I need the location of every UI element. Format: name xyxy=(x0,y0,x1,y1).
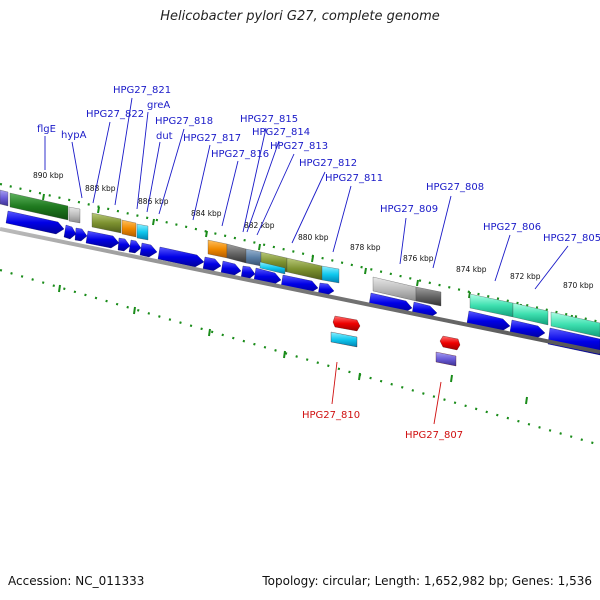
gene-block[interactable] xyxy=(321,265,340,284)
gene-block[interactable] xyxy=(512,302,549,326)
gene-label[interactable]: HPG27_810 xyxy=(302,410,360,421)
gene-label[interactable]: hypA xyxy=(61,130,87,141)
forward-gene-labels: flgE hypA HPG27_822 HPG27_821 greA dut H… xyxy=(37,85,600,244)
genome-summary-text: Topology: circular; Length: 1,652,982 bp… xyxy=(262,574,592,588)
gene-label[interactable]: HPG27_816 xyxy=(211,149,269,160)
gene-arrow[interactable] xyxy=(128,239,142,254)
map-title: Helicobacter pylori G27, complete genome xyxy=(160,9,440,24)
gene-block[interactable] xyxy=(9,192,69,221)
gene-label[interactable]: HPG27_813 xyxy=(270,141,328,152)
gene-label[interactable]: HPG27_821 xyxy=(113,85,171,96)
gene-block[interactable] xyxy=(0,189,9,207)
kbp-label: 870 kbp xyxy=(563,281,594,290)
gene-block[interactable] xyxy=(330,331,358,348)
gene-block[interactable] xyxy=(415,286,442,307)
kbp-label: 880 kbp xyxy=(298,233,329,242)
gene-arrow[interactable] xyxy=(439,335,461,351)
kbp-label: 876 kbp xyxy=(403,254,434,263)
gene-block[interactable] xyxy=(286,257,323,281)
gene-label[interactable]: HPG27_818 xyxy=(155,116,213,127)
gene-label[interactable]: HPG27_806 xyxy=(483,222,541,233)
gene-block[interactable] xyxy=(121,219,137,238)
forward-cog-track xyxy=(0,189,600,338)
gene-block[interactable] xyxy=(435,351,457,367)
gene-arrow[interactable] xyxy=(466,310,511,332)
gene-label[interactable]: HPG27_814 xyxy=(252,127,310,138)
inner-tick-ring xyxy=(0,268,600,447)
gene-block[interactable] xyxy=(550,311,600,338)
gene-arrow[interactable] xyxy=(220,260,242,277)
kbp-label: 888 kbp xyxy=(85,184,116,193)
label-leaders xyxy=(44,97,569,290)
reverse-strand-track xyxy=(330,315,461,367)
gene-block[interactable] xyxy=(68,206,81,224)
gene-arrow[interactable] xyxy=(117,237,131,252)
gene-label[interactable]: flgE xyxy=(37,124,56,135)
gene-label[interactable]: HPG27_808 xyxy=(426,182,484,193)
gene-arrow[interactable] xyxy=(202,256,222,272)
gene-block[interactable] xyxy=(136,223,149,241)
kbp-label: 872 kbp xyxy=(510,272,541,281)
gene-arrow[interactable] xyxy=(85,230,120,249)
reverse-gene-labels: HPG27_810 HPG27_807 xyxy=(302,410,463,441)
outer-tick-ring xyxy=(0,182,600,324)
gene-label[interactable]: HPG27_809 xyxy=(380,204,438,215)
gene-block[interactable] xyxy=(226,243,247,264)
kbp-label: 878 kbp xyxy=(350,243,381,252)
gene-arrow[interactable] xyxy=(240,265,256,280)
gene-block[interactable] xyxy=(207,239,228,259)
kbp-label: 882 kbp xyxy=(244,221,275,230)
kbp-label: 874 kbp xyxy=(456,265,487,274)
gene-label[interactable]: HPG27_805 xyxy=(543,233,600,244)
gene-arrow[interactable] xyxy=(63,224,77,240)
kbp-ruler: 890 kbp 888 kbp 886 kbp 884 kbp 882 kbp … xyxy=(33,171,594,290)
gene-arrow[interactable] xyxy=(157,246,205,268)
gene-block[interactable] xyxy=(245,248,262,267)
accession-text: Accession: NC_011333 xyxy=(8,574,145,588)
gene-label[interactable]: HPG27_822 xyxy=(86,109,144,120)
kbp-label: 890 kbp xyxy=(33,171,64,180)
gene-label[interactable]: HPG27_812 xyxy=(299,158,357,169)
gene-label[interactable]: dut xyxy=(156,131,173,142)
inner-major-ticks xyxy=(58,284,528,405)
gene-label[interactable]: greA xyxy=(147,100,170,111)
gene-label[interactable]: HPG27_811 xyxy=(325,173,383,184)
gene-label[interactable]: HPG27_807 xyxy=(405,430,463,441)
genome-backbone xyxy=(0,227,600,354)
gene-arrow[interactable] xyxy=(139,242,158,258)
reverse-leaders xyxy=(331,361,442,425)
kbp-label: 886 kbp xyxy=(138,197,169,206)
gene-block[interactable] xyxy=(259,261,286,275)
gene-label[interactable]: HPG27_817 xyxy=(183,133,241,144)
kbp-label: 884 kbp xyxy=(191,209,222,218)
gene-arrow[interactable] xyxy=(5,210,65,235)
gene-arrow[interactable] xyxy=(332,315,361,332)
gene-block[interactable] xyxy=(91,212,122,234)
gene-arrow[interactable] xyxy=(74,227,88,242)
gene-label[interactable]: HPG27_815 xyxy=(240,114,298,125)
